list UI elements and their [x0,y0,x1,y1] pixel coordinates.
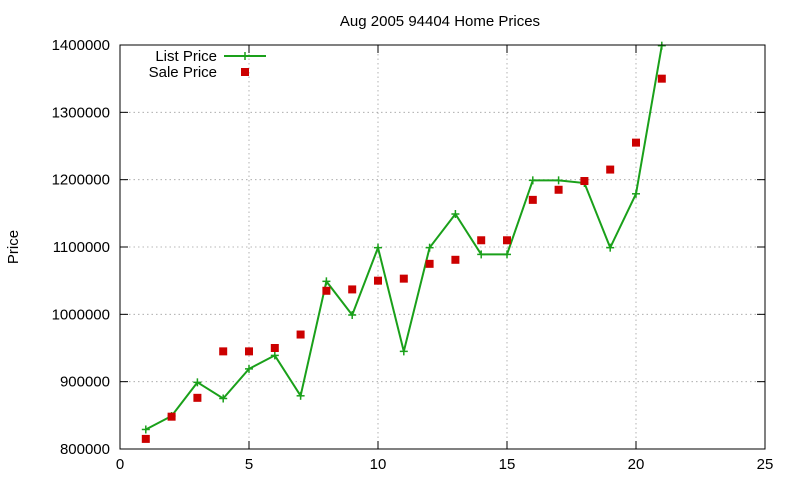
legend-sample-list-price [224,52,266,60]
list-price-point [606,243,615,252]
list-price-point [657,41,666,50]
chart-title: Aug 2005 94404 Home Prices [340,13,540,30]
legend: List Price Sale Price [149,48,266,81]
list-price-point [399,347,408,356]
y-tick-label: 1300000 [52,104,110,121]
sale-price-point [554,185,563,194]
axis-ticks [119,44,766,450]
grid [120,45,765,449]
sale-price-point [580,177,589,186]
x-tick-label: 25 [757,456,774,473]
sale-price-point [657,74,666,83]
series-list-price [141,41,666,434]
sale-price-point [503,236,511,245]
sale-price-point [167,412,176,421]
sale-price-point [374,276,382,285]
x-tick-labels: 0 5 10 15 20 25 [116,456,774,473]
sale-price-point [348,285,357,294]
y-tick-label: 1000000 [52,306,110,323]
sale-price-point [245,347,253,356]
list-price-point [528,176,537,185]
legend-label-sale-price: Sale Price [149,64,217,81]
series [141,41,666,443]
list-price-point [270,351,279,360]
legend-sample-sale-price [241,68,249,76]
list-price-point [141,425,150,434]
list-price-line [145,45,663,431]
list-price-point [477,250,486,259]
sale-price-point [270,344,279,352]
sale-price-point [528,195,537,204]
list-price-point [632,189,640,198]
sale-price-point [399,274,408,283]
legend-square-marker [241,68,249,76]
list-price-point [348,311,357,320]
sale-price-point [451,255,460,264]
sale-price-point [606,165,615,174]
sale-price-point [425,259,434,268]
x-tick-label: 20 [628,456,645,473]
series-sale-price [141,74,666,443]
list-price-point [374,243,382,252]
y-tick-label: 1100000 [53,239,110,256]
y-tick-labels: 800000 900000 1000000 1100000 1200000 1300000… [52,37,110,458]
sale-price-point [322,286,331,295]
y-axis-label: Price [5,230,22,264]
list-price-point [451,210,460,219]
list-price-point [296,391,305,400]
legend-label-list-price: List Price [155,48,217,65]
list-price-point [245,364,253,373]
list-price-point [554,176,563,185]
y-tick-label: 1400000 [52,37,110,54]
x-tick-label: 0 [116,456,124,473]
y-tick-label: 1200000 [52,172,110,189]
plot-frame [119,44,766,450]
list-price-point [425,243,434,252]
sale-price-point [296,330,305,339]
list-price-point [503,250,511,259]
sale-price-point [193,393,202,402]
y-tick-label: 900000 [60,374,110,391]
list-price-point [322,277,331,286]
x-tick-label: 5 [245,456,253,473]
x-tick-label: 10 [370,456,387,473]
list-price-point [219,394,228,403]
sale-price-point [477,236,486,245]
sale-price-point [219,347,228,356]
x-tick-label: 15 [499,456,516,473]
sale-price-point [141,434,150,443]
sale-price-point [632,138,640,147]
legend-plus-marker [241,52,249,60]
y-tick-label: 800000 [60,441,110,458]
list-price-point [193,378,202,387]
